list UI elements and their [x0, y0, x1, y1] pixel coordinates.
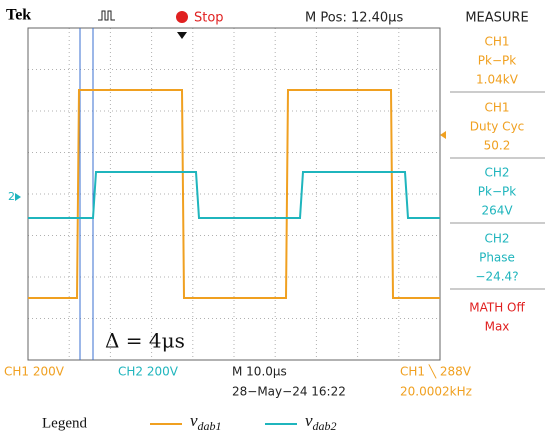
legend-item: vdab1 — [190, 411, 222, 433]
measure-source: CH1 — [484, 35, 509, 49]
measure-panel: CH1 Pk−Pk 1.04kV CH1 Duty Cyc 50.2 CH2 Pk−Pk 264… — [450, 35, 545, 334]
legend-subscript: dab2 — [313, 419, 337, 433]
legend-symbol: v — [190, 411, 198, 430]
legend-title: Legend — [42, 415, 87, 431]
ch2-arrow — [15, 193, 21, 201]
ch2-waveform — [28, 171, 440, 219]
stop-dot — [176, 11, 188, 23]
date: 28−May−24 16:22 — [232, 385, 346, 399]
ch1-waveform — [28, 89, 440, 299]
ch1-level-arrow — [440, 131, 446, 139]
legend-item: vdab2 — [305, 411, 337, 433]
ch1-scale: CH1 200V — [4, 365, 65, 379]
position: M Pos: 12.40µs — [305, 11, 403, 26]
measure-value: 264V — [481, 204, 513, 218]
channel-marker: 2 — [8, 190, 15, 203]
measure-source: CH1 — [484, 101, 509, 115]
trigger-position-marker — [177, 32, 187, 39]
measure-value: −24.4? — [475, 270, 518, 284]
measure-name: Phase — [479, 251, 515, 265]
measure-value: 1.04kV — [476, 73, 519, 87]
status: Stop — [194, 11, 224, 26]
graticule — [28, 28, 440, 360]
measure-name: Pk−Pk — [478, 185, 516, 199]
legend-symbol: v — [305, 411, 313, 430]
acquire-icon — [98, 10, 115, 21]
measure-source: MATH Off — [469, 301, 525, 315]
ch2-scale: CH2 200V — [118, 365, 179, 379]
graticule-border — [27, 27, 441, 361]
measure-name: Duty Cyc — [470, 120, 525, 134]
timebase: M 10.0µs — [232, 365, 287, 379]
measure-source: CH2 — [484, 166, 509, 180]
screen-background — [0, 0, 550, 405]
measure-source: CH2 — [484, 232, 509, 246]
menu-title: MEASURE — [465, 11, 528, 26]
trigger: CH1 ╲ 288V — [400, 364, 472, 379]
measure-name: Pk−Pk — [478, 54, 516, 68]
measure-value: 50.2 — [484, 139, 511, 153]
annotation: Δ = 4μs — [105, 329, 185, 353]
measure-name: Max — [485, 320, 510, 334]
frequency: 20.0002kHz — [400, 385, 472, 399]
legend-subscript: dab1 — [198, 419, 222, 433]
brand: Tek — [6, 7, 31, 24]
